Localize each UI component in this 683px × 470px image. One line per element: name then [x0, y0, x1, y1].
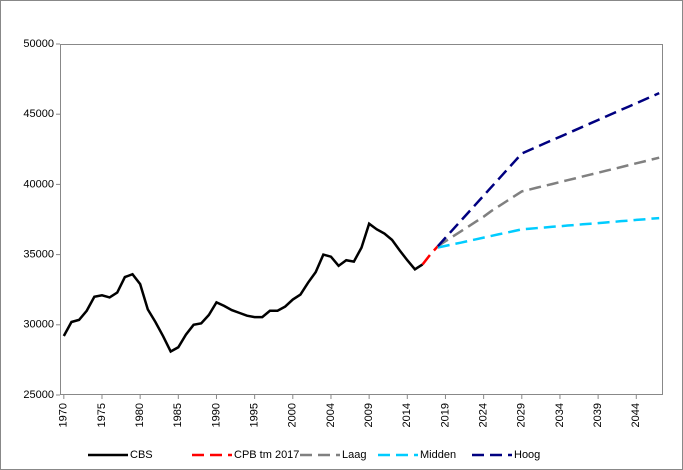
legend-label: CBS — [130, 449, 153, 461]
series-line — [421, 245, 439, 266]
legend-label: Midden — [420, 449, 456, 461]
x-tick-label: 2024 — [478, 403, 490, 427]
legend-label: Hoog — [514, 449, 540, 461]
x-tick-label: 1975 — [96, 403, 108, 427]
x-tick-label: 2029 — [516, 403, 528, 427]
x-tick-label: 1985 — [172, 403, 184, 427]
x-tick-label: 1995 — [249, 403, 261, 427]
x-tick-label: 2014 — [401, 403, 413, 427]
x-tick-label: 2039 — [592, 403, 604, 427]
y-tick-label: 45000 — [23, 108, 54, 120]
x-tick-label: 2004 — [325, 403, 337, 427]
y-tick-label: 50000 — [23, 38, 54, 50]
plot-border — [60, 44, 663, 395]
y-tick-label: 40000 — [23, 178, 54, 190]
legend-label: CPB tm 2017 — [234, 449, 299, 461]
x-tick-label: 1980 — [134, 403, 146, 427]
series-line — [437, 156, 660, 248]
y-tick-label: 35000 — [23, 249, 54, 261]
series-line — [62, 221, 424, 354]
x-tick-label: 2044 — [630, 403, 642, 427]
x-tick-label: 1970 — [58, 403, 70, 427]
y-tick-label: 25000 — [23, 389, 54, 401]
x-tick-label: 2009 — [363, 403, 375, 427]
series-line — [437, 216, 660, 249]
x-tick-label: 1990 — [210, 403, 222, 427]
y-tick-label: 30000 — [23, 319, 54, 331]
x-tick-label: 2000 — [287, 403, 299, 427]
x-tick-label: 2034 — [554, 403, 566, 427]
x-tick-label: 2019 — [439, 403, 451, 427]
legend-label: Laag — [342, 449, 366, 461]
series-line — [436, 91, 660, 248]
